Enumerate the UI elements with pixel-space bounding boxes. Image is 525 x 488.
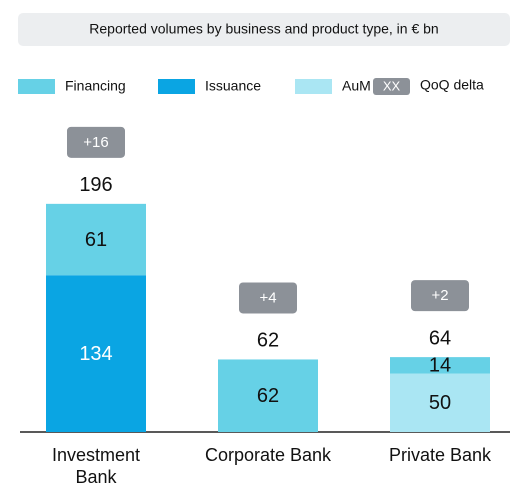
segment-label: 134: [79, 343, 112, 365]
segment-label: 50: [429, 392, 451, 414]
legend-delta-swatch: [373, 78, 410, 95]
bar-segment: [390, 357, 490, 374]
legend-swatch: [295, 79, 332, 94]
bar-segment: [218, 359, 318, 432]
segment-label: 62: [257, 385, 279, 407]
legend-delta-label: QoQ delta: [420, 77, 484, 93]
segment-label: 14: [429, 355, 451, 377]
legend-label: AuM: [342, 78, 371, 94]
total-label: 196: [79, 174, 112, 196]
delta-label: +4: [259, 289, 276, 306]
legend-label: Financing: [65, 78, 126, 94]
legend-swatch: [158, 79, 195, 94]
title-box: [18, 13, 510, 46]
segment-label: 61: [85, 229, 107, 251]
delta-box: [239, 282, 297, 314]
total-label: 64: [429, 327, 451, 349]
delta-label: +2: [431, 287, 448, 304]
delta-label: +16: [83, 134, 108, 151]
delta-box: [411, 280, 469, 312]
category-label: Corporate Bank: [204, 445, 332, 465]
bar-segment: [46, 275, 146, 432]
legend-label: Issuance: [205, 78, 261, 94]
legend-swatch: [18, 79, 55, 94]
category-label: Private Bank: [388, 445, 492, 465]
total-label: 62: [257, 330, 279, 352]
legend-delta-sample: XX: [383, 78, 401, 93]
bar-segment: [46, 203, 146, 276]
bar-segment: [390, 373, 490, 432]
category-label: Investment Bank: [51, 445, 141, 487]
delta-box: [67, 126, 125, 158]
chart-title: Reported volumes by business and product…: [89, 21, 438, 37]
